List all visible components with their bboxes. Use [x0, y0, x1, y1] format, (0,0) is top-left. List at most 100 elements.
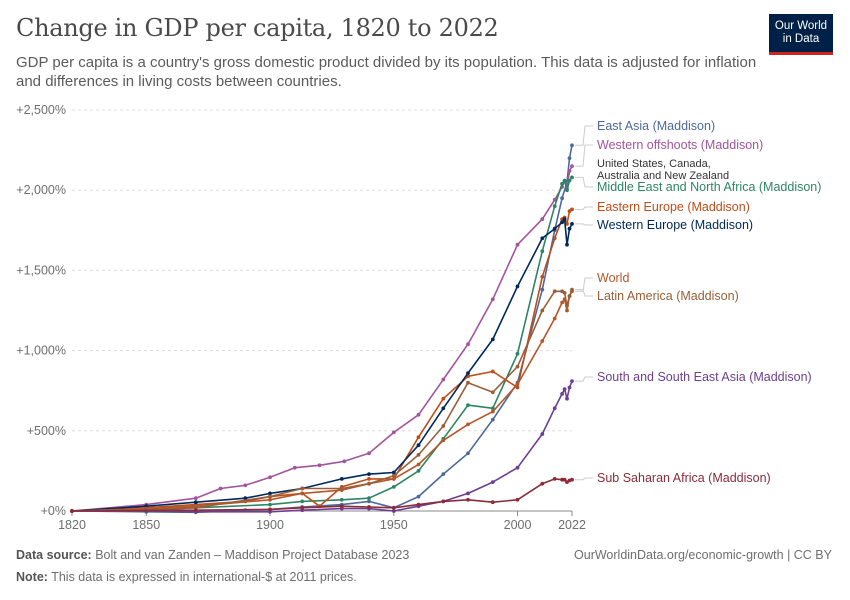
y-tick-label: +2,000%: [16, 183, 66, 197]
data-point: [560, 300, 564, 305]
data-point: [540, 287, 545, 292]
legend-label[interactable]: World: [597, 271, 629, 285]
data-point: [416, 412, 421, 417]
data-point: [391, 505, 396, 510]
x-tick-label: 1950: [380, 518, 408, 532]
data-point: [515, 465, 520, 470]
data-point: [515, 382, 520, 387]
data-point: [515, 497, 520, 502]
x-tick-label: 1850: [132, 518, 160, 532]
data-point: [193, 496, 198, 501]
data-point: [567, 226, 572, 231]
owid-logo[interactable]: Our World in Data: [769, 14, 833, 55]
data-point: [570, 477, 574, 482]
data-point: [490, 337, 495, 342]
data-point: [193, 508, 198, 513]
data-point: [268, 494, 272, 499]
data-point: [268, 502, 272, 507]
data-point: [570, 287, 574, 292]
group-note-label: United States, Canada,: [597, 158, 711, 170]
data-point: [300, 491, 305, 496]
data-point: [515, 284, 520, 289]
note-text: This data is expressed in international-…: [51, 570, 357, 584]
legend-connector: [575, 277, 593, 292]
data-point: [70, 509, 74, 513]
data-point: [243, 496, 248, 501]
series-group: [70, 207, 574, 513]
footer-link[interactable]: OurWorldinData.org/economic-growth | CC …: [574, 548, 832, 562]
series-group: [70, 217, 574, 513]
legend-label[interactable]: Middle East and North Africa (Maddison): [597, 180, 821, 194]
data-point: [367, 481, 371, 486]
data-point: [552, 406, 557, 411]
legend-label[interactable]: South and South East Asia (Maddison): [597, 370, 812, 384]
data-point: [515, 351, 520, 356]
legend-label[interactable]: East Asia (Maddison): [597, 119, 715, 133]
logo-line-1: Our World: [774, 20, 828, 32]
data-point: [218, 486, 223, 491]
data-point: [562, 387, 567, 391]
data-point: [515, 242, 520, 247]
legend-label[interactable]: Eastern Europe (Maddison): [597, 200, 750, 214]
data-point: [562, 477, 567, 482]
data-point: [490, 390, 495, 395]
data-point: [540, 432, 545, 436]
data-point: [367, 477, 371, 481]
data-point: [560, 220, 564, 225]
data-point: [490, 417, 495, 422]
data-point: [560, 196, 564, 201]
data-point: [416, 469, 421, 473]
source-text[interactable]: Bolt and van Zanden – Maddison Project D…: [95, 548, 410, 562]
data-point: [339, 477, 344, 481]
legend-connector: [575, 125, 593, 146]
note-label: Note:: [16, 570, 48, 584]
data-point: [466, 371, 470, 375]
data-point: [552, 197, 557, 202]
y-tick-label: +1,500%: [16, 263, 66, 277]
data-point: [339, 504, 344, 509]
data-point: [268, 475, 272, 480]
y-tick-label: +500%: [27, 424, 66, 438]
data-point: [317, 463, 322, 468]
data-point: [490, 480, 495, 484]
series-line: [71, 290, 573, 512]
data-point: [490, 409, 495, 414]
data-point: [540, 217, 545, 222]
legend-label[interactable]: Sub Saharan Africa (Maddison): [597, 471, 771, 485]
data-point: [367, 499, 371, 504]
data-point: [367, 496, 371, 501]
data-point: [391, 485, 396, 489]
legend-connector: [575, 477, 593, 481]
data-point: [570, 207, 574, 212]
data-point: [416, 502, 421, 507]
data-point: [300, 505, 305, 510]
data-point: [416, 435, 421, 440]
data-point: [552, 226, 557, 231]
data-point: [342, 459, 347, 464]
data-point: [552, 477, 557, 481]
data-point: [367, 451, 371, 456]
x-tick-label: 2000: [504, 518, 532, 532]
data-point: [268, 491, 272, 496]
data-point: [565, 303, 569, 308]
data-point: [562, 178, 567, 183]
legend-label[interactable]: Western Europe (Maddison): [597, 218, 753, 232]
data-point: [515, 364, 520, 369]
source-label: Data source:: [16, 548, 92, 562]
legend-label[interactable]: Latin America (Maddison): [597, 289, 739, 303]
data-point: [391, 430, 396, 435]
data-source: Data source: Bolt and van Zanden – Maddi…: [16, 548, 409, 562]
data-point: [292, 465, 297, 470]
data-point: [466, 451, 470, 456]
data-point: [570, 175, 574, 180]
y-tick-label: +0%: [41, 504, 66, 518]
data-point: [567, 156, 572, 161]
series-line: [71, 208, 573, 512]
data-point: [540, 481, 545, 486]
data-point: [416, 453, 421, 457]
data-point: [570, 379, 574, 383]
legend-label[interactable]: Western offshoots (Maddison): [597, 138, 763, 152]
data-point: [466, 422, 470, 427]
data-point: [560, 181, 564, 186]
data-point: [540, 274, 545, 279]
